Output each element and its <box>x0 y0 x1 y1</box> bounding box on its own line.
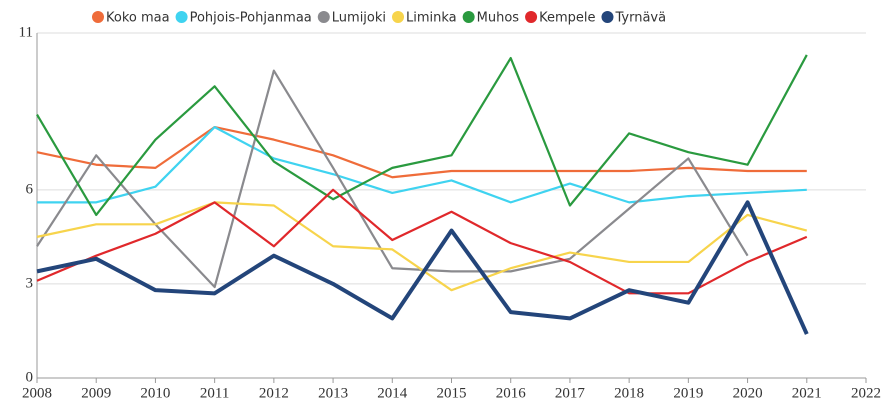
x-tick-label: 2017 <box>555 385 586 401</box>
series-line <box>36 200 809 335</box>
series-line <box>36 188 808 295</box>
x-tick-label: 2009 <box>81 385 111 401</box>
x-tick-label: 2010 <box>140 385 170 401</box>
x-tick-label: 2014 <box>377 385 408 401</box>
legend-label: Tyrnävä <box>614 11 666 26</box>
x-tick-label: 2012 <box>259 385 289 401</box>
legend-label: Pohjois-Pohjanmaa <box>190 11 312 26</box>
legend-marker <box>462 11 475 23</box>
x-tick-label: 2013 <box>318 385 348 401</box>
x-tick-label: 2008 <box>22 385 52 401</box>
legend-marker <box>601 11 614 23</box>
y-tick-label: 0 <box>26 369 34 385</box>
legend-label: Kempele <box>539 11 595 26</box>
series-line <box>36 54 808 217</box>
legend-label: Koko maa <box>106 11 170 26</box>
legend-marker <box>175 11 188 23</box>
legend-label: Liminka <box>406 11 457 26</box>
series-line <box>37 125 807 204</box>
x-tick-label: 2016 <box>496 385 527 401</box>
series-line <box>36 201 808 292</box>
legend-marker <box>317 11 330 23</box>
x-tick-label: 2021 <box>792 385 822 401</box>
y-tick-label: 11 <box>19 24 33 40</box>
y-tick-label: 6 <box>26 181 34 197</box>
series-line <box>36 69 749 289</box>
series-line <box>36 125 807 179</box>
legend-marker <box>392 11 405 23</box>
legend-label: Muhos <box>477 11 520 26</box>
x-tick-label: 2018 <box>614 385 644 401</box>
legend-marker <box>525 11 538 23</box>
x-tick-label: 2019 <box>673 385 703 401</box>
y-tick-label: 3 <box>26 275 34 291</box>
legend-label: Lumijoki <box>332 11 386 26</box>
x-tick-label: 2011 <box>200 385 229 401</box>
legend-marker <box>92 11 104 23</box>
x-tick-label: 2020 <box>733 385 763 401</box>
x-tick-label: 2015 <box>437 385 467 401</box>
x-tick-label: 2022 <box>851 385 881 401</box>
